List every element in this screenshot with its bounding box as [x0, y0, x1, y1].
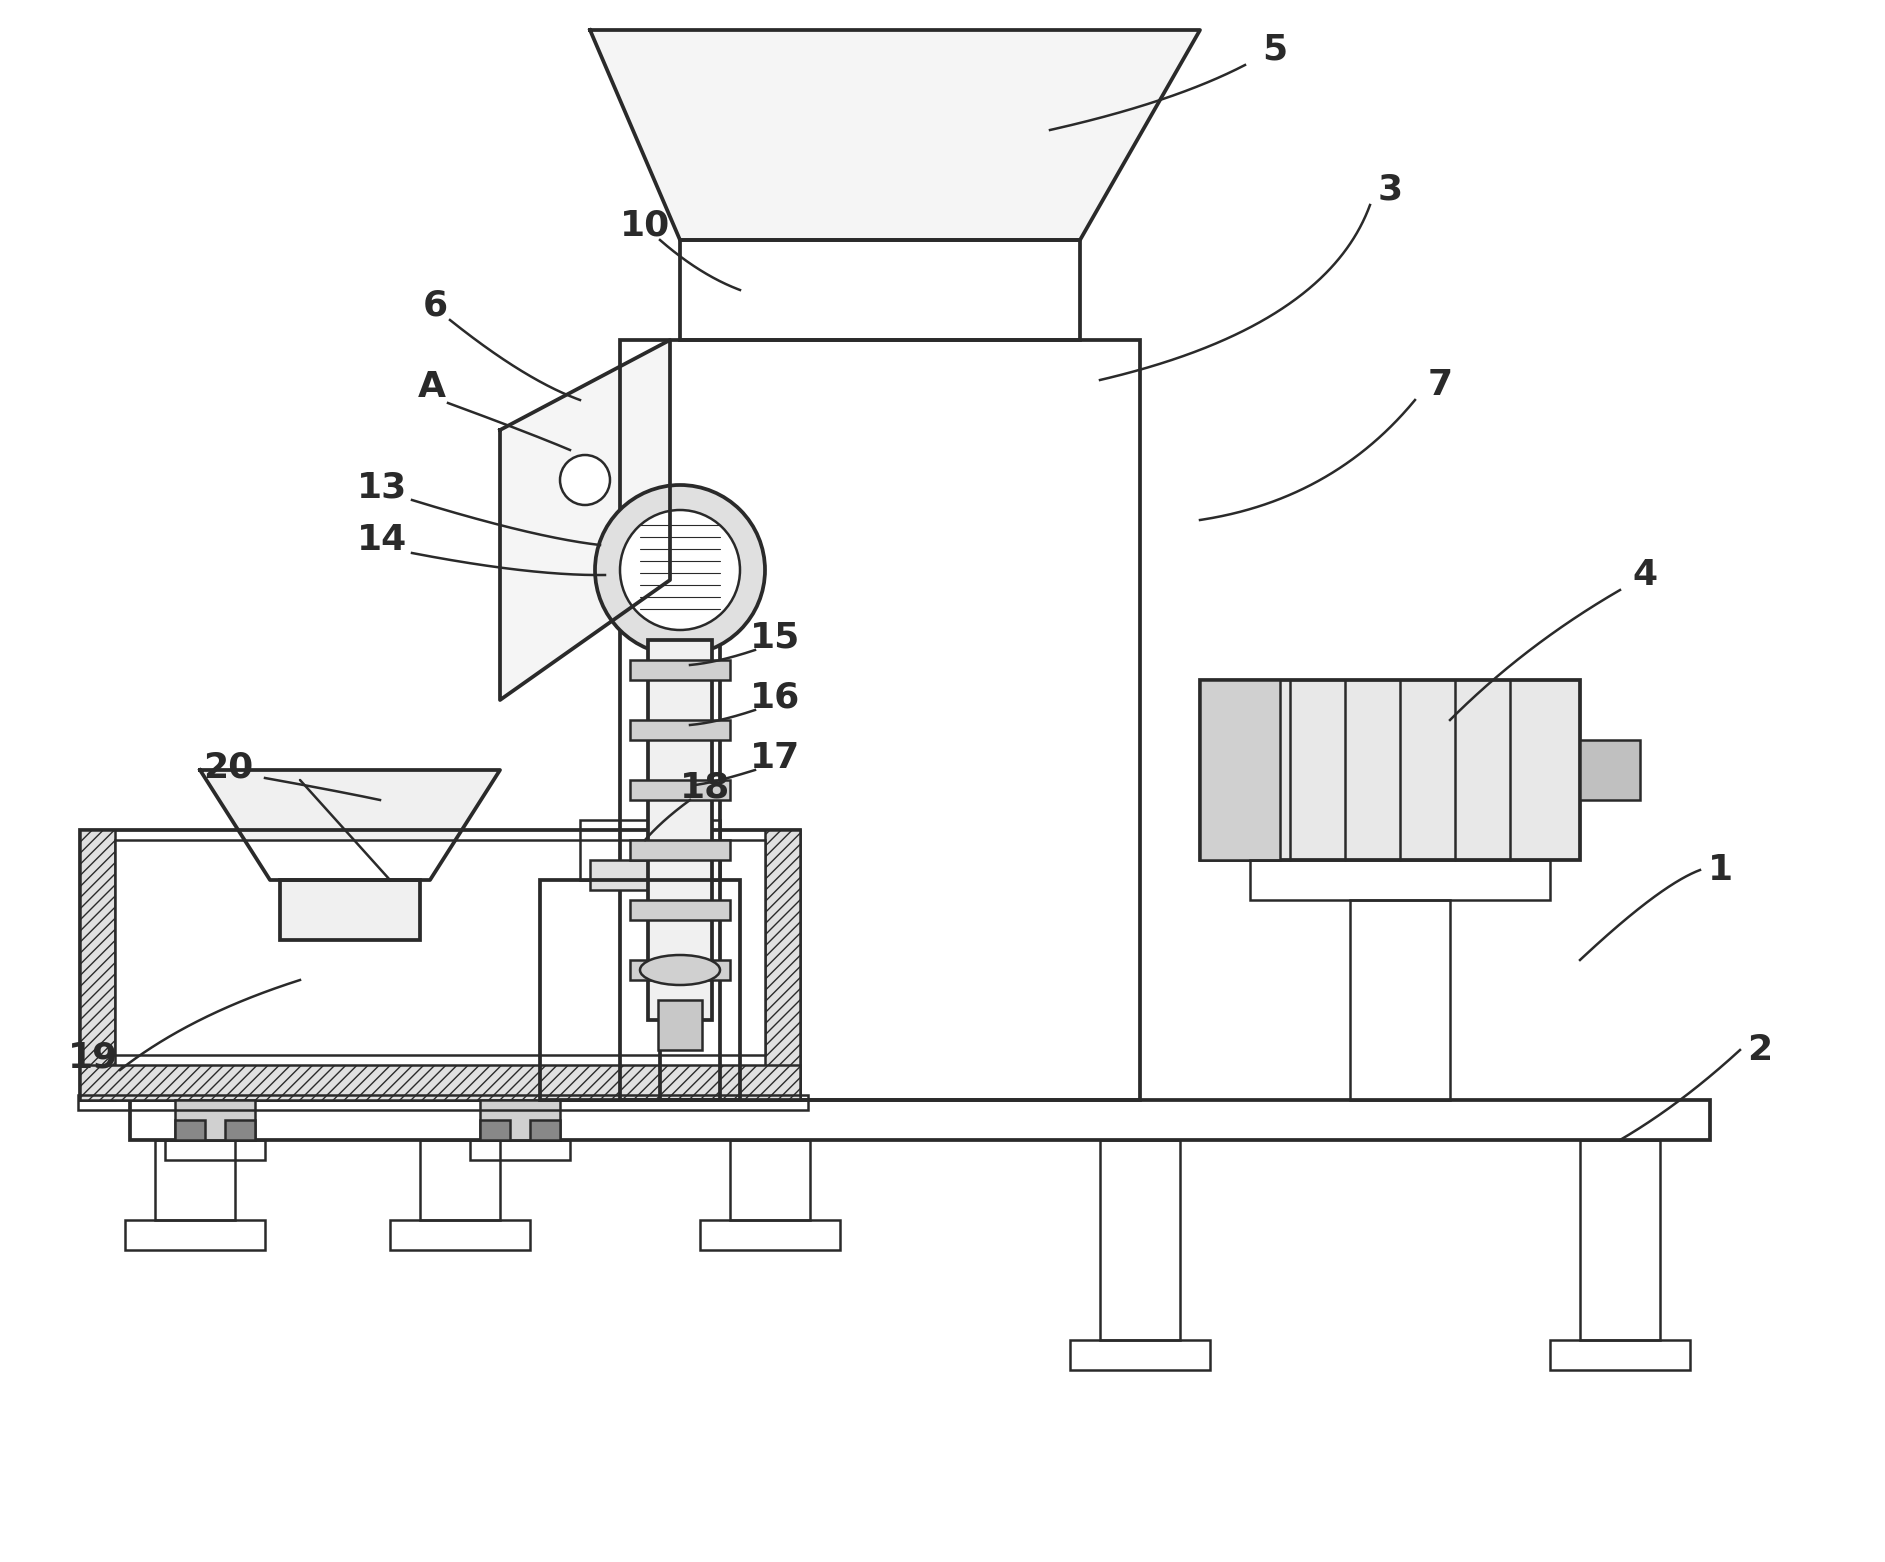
Bar	[77, 1095, 809, 1111]
Bar	[630, 840, 729, 861]
Text: 5: 5	[1263, 33, 1287, 67]
Circle shape	[596, 484, 765, 654]
Bar	[1201, 679, 1580, 861]
Bar	[124, 1220, 266, 1250]
Bar	[481, 1100, 560, 1140]
Bar	[1101, 1140, 1180, 1340]
Bar	[630, 661, 729, 679]
Bar	[1580, 740, 1640, 800]
Bar	[1201, 679, 1280, 861]
Bar	[658, 1000, 701, 1050]
Text: 1: 1	[1708, 853, 1732, 887]
Polygon shape	[500, 341, 669, 700]
Text: 10: 10	[620, 208, 671, 242]
Polygon shape	[590, 30, 1201, 241]
Polygon shape	[200, 770, 500, 879]
Text: 7: 7	[1427, 369, 1453, 401]
Bar	[1580, 1140, 1661, 1340]
Text: 17: 17	[750, 740, 799, 775]
Bar	[79, 1065, 799, 1100]
Text: 2: 2	[1747, 1032, 1772, 1067]
Bar	[481, 1120, 511, 1140]
Bar	[630, 900, 729, 920]
Ellipse shape	[641, 954, 720, 986]
Bar	[530, 1120, 560, 1140]
Text: 15: 15	[750, 622, 799, 654]
Text: 4: 4	[1632, 558, 1657, 592]
Circle shape	[560, 455, 611, 505]
Text: 6: 6	[422, 287, 447, 322]
Text: 3: 3	[1378, 173, 1402, 208]
Bar	[765, 829, 799, 1100]
Bar	[539, 879, 741, 1100]
Bar	[699, 1220, 841, 1250]
Bar	[1250, 861, 1549, 900]
Bar	[648, 640, 713, 1020]
Bar	[224, 1120, 254, 1140]
Bar	[420, 1140, 500, 1220]
Bar	[590, 861, 711, 890]
Bar	[1350, 900, 1450, 1100]
Text: 14: 14	[356, 523, 407, 558]
Bar	[390, 1220, 530, 1250]
Bar	[581, 820, 720, 879]
Bar	[281, 879, 420, 940]
Bar	[175, 1100, 254, 1140]
Bar	[630, 720, 729, 740]
Bar	[729, 1140, 811, 1220]
Bar	[660, 620, 720, 1100]
Bar	[130, 1100, 1710, 1140]
Bar	[155, 1140, 236, 1220]
Bar	[1071, 1340, 1210, 1370]
Bar	[469, 1140, 569, 1161]
Bar	[115, 840, 765, 1054]
Bar	[630, 961, 729, 979]
Bar	[79, 829, 799, 1100]
Bar	[1549, 1340, 1691, 1370]
Text: 20: 20	[204, 751, 253, 786]
Text: A: A	[418, 370, 447, 405]
Text: 19: 19	[68, 1040, 119, 1075]
Text: 16: 16	[750, 681, 799, 715]
Bar	[79, 829, 115, 1100]
Bar	[620, 341, 1140, 1100]
Circle shape	[620, 511, 741, 629]
Bar	[175, 1120, 205, 1140]
Text: 13: 13	[356, 470, 407, 505]
Bar	[680, 241, 1080, 341]
Text: 18: 18	[680, 772, 729, 804]
Bar	[166, 1140, 266, 1161]
Bar	[630, 779, 729, 800]
